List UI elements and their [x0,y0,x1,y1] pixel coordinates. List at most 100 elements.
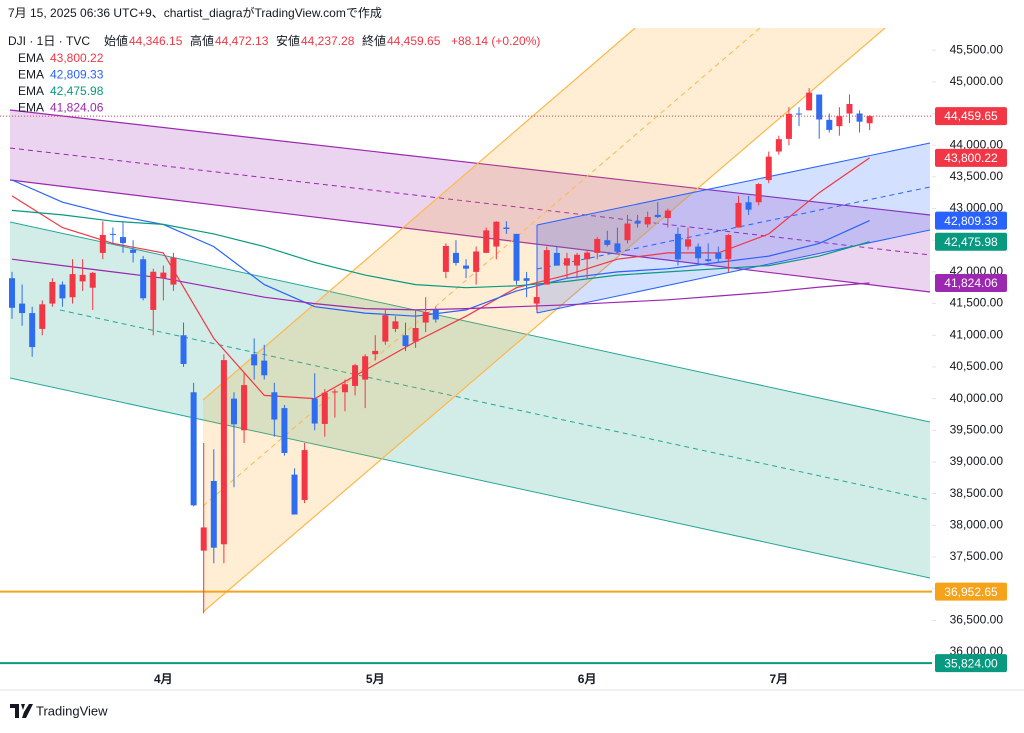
channel-line [9,221,931,423]
candle-body [99,234,106,253]
y-tick-label: 39,500.00 [950,422,1004,436]
y-tick-label: 39,000.00 [950,454,1004,468]
candle-body [553,252,560,266]
x-tick-label: 7月 [769,672,788,686]
legend: DJI · 1日 · TVC 始値 44,346.15 高値 44,472.13… [8,33,540,115]
ema-line [11,179,870,317]
candle-body [594,239,601,253]
legend-value: 42,809.33 [50,68,104,82]
candle-body [150,271,157,310]
candle-body [866,116,873,124]
ohlc-value: 44,346.15 [129,34,183,48]
candle-body [59,284,66,299]
y-tick-label: 40,500.00 [950,359,1004,373]
candle-body [210,480,217,548]
series [0,88,932,665]
channel-line [9,377,931,579]
candle-body [654,214,661,218]
candle-body [79,274,86,282]
ohlc-value: 44,459.65 [387,34,441,48]
channel-mid [536,186,931,270]
y-tick-label: 38,500.00 [950,486,1004,500]
candle-body [664,210,671,219]
candle-body [362,356,369,380]
ohlc-label: 高値 [190,33,214,48]
candle-body [695,246,702,259]
price-badge-label: 42,809.33 [944,214,998,228]
candle-body [493,221,500,247]
candle-body [130,249,137,253]
ohlc-value: 44,472.13 [215,34,269,48]
candle-body [574,254,581,266]
channel-line [536,142,931,226]
candle-body [422,311,429,323]
brand: TradingView [10,703,108,718]
ema-line [11,209,870,289]
price-badge-label: 36,952.65 [944,585,998,599]
y-tick-label: 41,000.00 [950,327,1004,341]
channel-mid [59,309,931,501]
y-tick-label: 45,500.00 [950,42,1004,56]
symbol: DJI · 1日 · TVC [8,34,90,48]
candle-body [856,113,863,122]
y-tick-label: 43,500.00 [950,169,1004,183]
candle-body [624,223,631,241]
candle-body [160,272,167,279]
price-badge [935,107,1007,126]
candle-body [513,233,520,281]
candle-body [29,313,36,348]
candle-body [89,272,96,288]
candle-body [533,297,540,304]
candle-body [796,113,803,115]
ohlc-label: 終値 [362,33,386,48]
candle-body [341,384,348,393]
candle-body [230,398,237,425]
ohlc-value: 44,237.28 [301,34,355,48]
candle-body [644,216,651,225]
candle-body [190,392,197,506]
legend-value: 43,800.22 [50,51,104,65]
y-tick-label: 36,500.00 [950,612,1004,626]
price-badge [935,232,1007,251]
candle-body [755,184,762,203]
candle-body [473,251,480,272]
candle-body [301,450,308,500]
y-tick-label: 45,000.00 [950,74,1004,88]
legend-name: EMA [18,68,44,82]
candle-body [846,104,853,114]
candle-body [39,304,46,329]
candle-body [271,392,278,420]
candle-body [543,250,550,285]
price-badge-label: 42,475.98 [944,235,998,249]
legend-name: EMA [18,51,44,65]
y-tick-label: 41,500.00 [950,296,1004,310]
candle-body [715,252,722,259]
green-channel [10,222,930,578]
logo [10,704,33,718]
candle-body [685,239,692,247]
x-tick-label: 4月 [154,672,173,686]
candle-body [9,278,15,308]
channel-line [9,179,931,293]
candle-body [352,365,359,386]
candle-body [452,252,459,263]
candle-body [291,474,298,515]
channel-line [9,109,931,216]
candle-body [432,309,439,320]
candle-body [442,245,449,272]
candle-body [241,385,248,431]
candle-body [402,335,409,347]
price-badge [935,654,1007,673]
price-badge [935,582,1007,601]
x-tick-label: 6月 [578,672,597,686]
caption: 7月 15, 2025 06:36 UTC+9、chartist_diagraが… [8,5,382,20]
channel-mid [9,147,931,256]
candle-body [836,116,843,127]
candle-body [261,360,268,376]
candle-body [463,265,470,269]
legend-name: EMA [18,101,44,115]
legend-name: EMA [18,84,44,98]
candle-body [392,321,399,329]
drawings [9,28,931,613]
